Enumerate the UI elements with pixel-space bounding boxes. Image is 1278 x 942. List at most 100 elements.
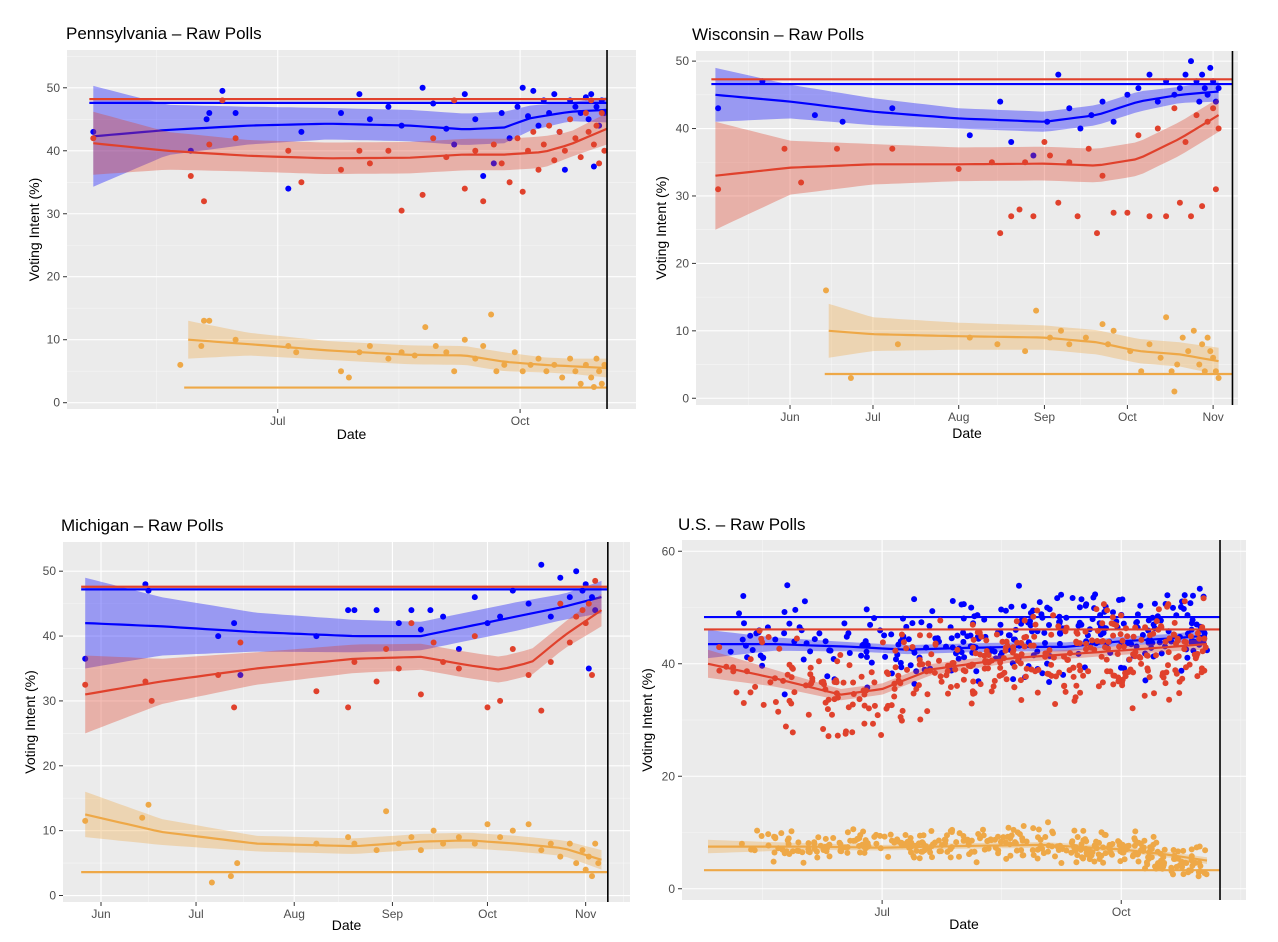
data-point: [227, 873, 234, 880]
data-point: [1090, 594, 1097, 601]
data-point: [1182, 139, 1189, 145]
confidence-band: [85, 577, 602, 669]
data-point: [1039, 845, 1046, 852]
data-point: [885, 702, 891, 709]
data-point: [1174, 361, 1181, 368]
data-point: [874, 712, 881, 719]
data-point: [770, 858, 777, 865]
data-point: [488, 311, 495, 318]
data-point: [822, 835, 829, 842]
data-point: [795, 839, 802, 846]
data-point: [1091, 646, 1098, 653]
data-point: [1109, 841, 1116, 847]
data-point: [585, 128, 592, 135]
data-point: [970, 636, 977, 643]
data-point: [1193, 621, 1200, 628]
y-axis-title: Voting Intent (%): [653, 176, 669, 280]
data-point: [956, 830, 963, 837]
data-point: [1036, 599, 1043, 606]
data-point: [997, 98, 1004, 105]
data-point: [801, 598, 808, 605]
data-point: [187, 173, 194, 179]
data-point: [960, 676, 967, 683]
chart-title: U.S. – Raw Polls: [678, 515, 806, 534]
data-point: [232, 110, 239, 116]
data-point: [547, 613, 554, 620]
data-point: [1142, 677, 1149, 684]
data-point: [964, 836, 971, 843]
y-tick-label: 20: [662, 769, 676, 783]
data-point: [596, 368, 603, 375]
data-point: [90, 135, 97, 142]
data-point: [800, 656, 807, 663]
data-point: [234, 860, 241, 867]
data-point: [841, 620, 848, 627]
data-point: [1201, 635, 1208, 642]
data-point: [837, 652, 844, 658]
x-tick-label: Sep: [1034, 410, 1056, 424]
x-tick-label: Oct: [1118, 410, 1137, 424]
data-point: [1000, 834, 1007, 841]
y-tick-label: 50: [47, 81, 61, 95]
data-point: [1179, 334, 1186, 341]
data-point: [493, 368, 500, 375]
data-point: [889, 105, 896, 112]
data-point: [1046, 679, 1053, 685]
data-point: [1001, 669, 1008, 676]
data-point: [1058, 327, 1064, 334]
data-point: [1158, 650, 1165, 657]
data-point: [934, 635, 941, 642]
data-point: [1132, 828, 1139, 835]
data-point: [919, 661, 926, 668]
data-point: [910, 690, 917, 697]
data-point: [208, 879, 215, 886]
data-point: [480, 198, 487, 205]
data-point: [891, 693, 898, 700]
data-point: [443, 349, 450, 356]
data-point: [831, 696, 838, 703]
data-point: [1066, 105, 1073, 112]
data-point: [995, 850, 1002, 857]
data-point: [1153, 839, 1160, 846]
data-point: [1163, 314, 1170, 321]
data-point: [1114, 651, 1121, 657]
data-point: [1005, 632, 1012, 639]
data-point: [789, 729, 796, 736]
data-point: [1077, 667, 1084, 674]
data-point: [1103, 656, 1110, 663]
data-point: [1013, 618, 1020, 625]
data-point: [237, 672, 244, 678]
data-point: [1212, 98, 1219, 105]
y-tick-label: 0: [49, 889, 56, 903]
data-point: [419, 84, 426, 91]
data-point: [733, 689, 740, 696]
data-point: [398, 207, 405, 214]
data-point: [847, 837, 854, 844]
x-tick-label: Jul: [874, 905, 889, 919]
data-point: [972, 650, 979, 657]
y-tick-label: 50: [43, 564, 57, 578]
data-point: [895, 641, 902, 648]
data-point: [1078, 621, 1085, 628]
data-point: [865, 705, 872, 712]
data-point: [1094, 638, 1101, 644]
data-point: [313, 688, 320, 695]
trend-line: [85, 596, 602, 638]
data-point: [971, 690, 978, 696]
data-point: [471, 594, 478, 601]
y-tick-label: 40: [662, 657, 676, 671]
data-point: [1069, 838, 1076, 845]
data-point: [805, 846, 812, 853]
data-point: [1004, 642, 1011, 649]
data-point: [419, 191, 426, 198]
data-point: [897, 659, 904, 666]
data-point: [573, 568, 580, 575]
data-point: [1029, 847, 1036, 854]
data-point: [1170, 604, 1176, 611]
series-red: [81, 577, 608, 734]
data-point: [858, 652, 865, 659]
data-point: [598, 380, 605, 387]
data-point: [1082, 602, 1089, 609]
data-point: [1181, 598, 1188, 605]
data-point: [592, 840, 599, 847]
